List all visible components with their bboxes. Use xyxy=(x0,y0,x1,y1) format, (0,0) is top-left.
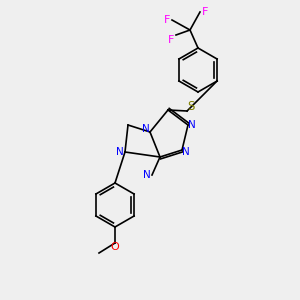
Text: F: F xyxy=(168,35,174,45)
Text: O: O xyxy=(111,242,119,252)
Text: F: F xyxy=(164,15,170,25)
Text: N: N xyxy=(142,124,150,134)
Text: F: F xyxy=(202,7,208,17)
Text: N: N xyxy=(116,147,124,157)
Text: N: N xyxy=(182,147,190,157)
Text: S: S xyxy=(188,100,195,113)
Text: N: N xyxy=(143,170,151,180)
Text: N: N xyxy=(188,120,196,130)
